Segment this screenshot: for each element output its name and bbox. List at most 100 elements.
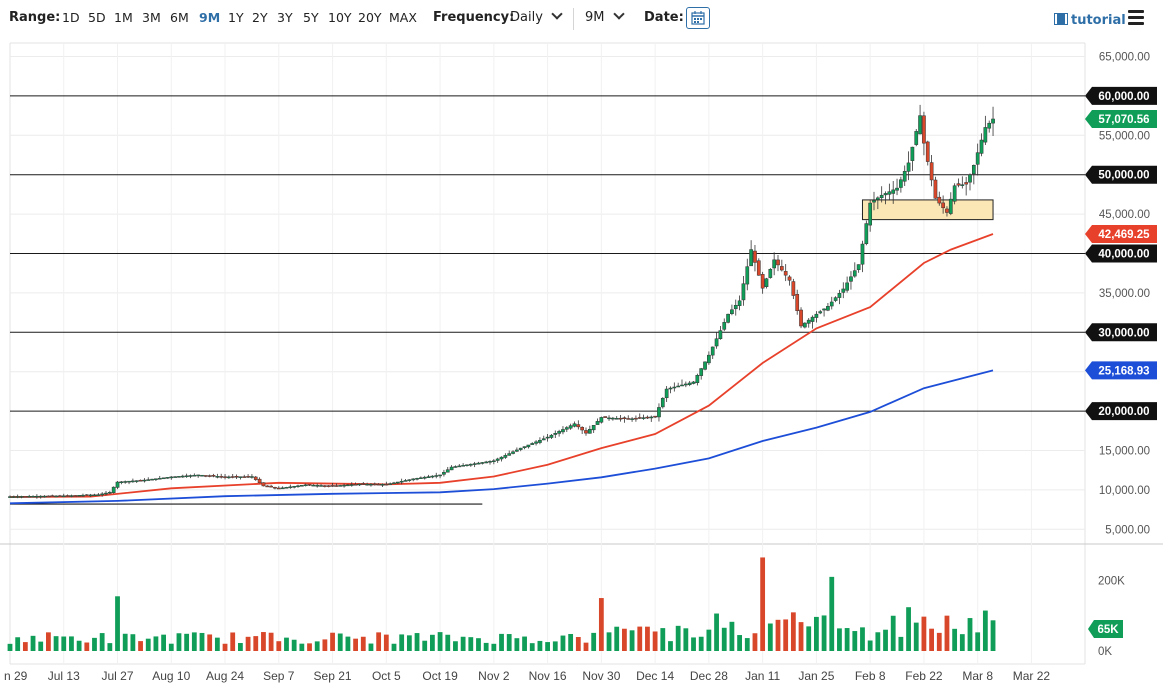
candle-up	[284, 487, 289, 489]
candle-up	[415, 478, 419, 480]
candle-up	[92, 494, 97, 497]
volume-bar-down	[207, 634, 213, 651]
candle-up	[875, 197, 880, 200]
volume-bar-up	[168, 643, 174, 651]
candle-up	[852, 270, 857, 277]
price-tick-label: 35,000.00	[1099, 288, 1150, 300]
frequency-select[interactable]: Daily	[510, 8, 563, 25]
range-button-3y[interactable]: 3Y	[277, 10, 293, 25]
candle-down	[253, 476, 258, 480]
volume-bar-up	[214, 637, 220, 651]
date-picker-button[interactable]	[686, 7, 710, 29]
volume-bar-up	[7, 643, 13, 651]
volume-bar-up	[115, 596, 120, 651]
volume-bar-up	[476, 638, 481, 651]
volume-bar-down	[775, 619, 781, 651]
volume-bar-up	[314, 641, 320, 651]
candle-up	[714, 338, 719, 347]
volume-bar-up	[491, 643, 497, 651]
candlesticks[interactable]	[8, 104, 995, 499]
candle-up	[733, 304, 738, 310]
moving-averages	[9, 233, 994, 505]
candle-up	[814, 313, 819, 318]
volume-badge: 65K	[1097, 624, 1119, 636]
range-button-max[interactable]: MAX	[389, 10, 417, 25]
range-button-6m[interactable]: 6M	[170, 10, 189, 25]
volume-bar-up	[15, 637, 21, 651]
candle-down	[776, 259, 780, 266]
volume-bar-up	[867, 640, 873, 651]
candle-up	[568, 425, 573, 429]
candle-up	[971, 164, 976, 175]
tutorial-link[interactable]: tutorial	[1054, 13, 1126, 28]
volume-bar-up	[990, 620, 996, 651]
range-button-1d[interactable]: 1D	[62, 10, 80, 25]
candle-up	[35, 495, 39, 498]
level-badge-bg	[1085, 165, 1157, 184]
candle-up	[545, 436, 550, 439]
volume-bar-up	[299, 643, 305, 651]
frequency-value: Daily	[510, 10, 543, 25]
candle-down	[334, 485, 339, 487]
range-button-3m[interactable]: 3M	[142, 10, 161, 25]
volume-bar-down	[383, 634, 389, 651]
candle-up	[511, 451, 515, 454]
film-icon	[1054, 13, 1068, 25]
volume-bar-up	[122, 633, 128, 651]
volume-bar-up	[345, 636, 351, 651]
volume-bar-up	[898, 636, 904, 651]
candle-up	[668, 387, 673, 390]
candle-up	[104, 492, 108, 495]
candle-down	[760, 274, 765, 289]
volume-bar-down	[230, 632, 236, 651]
range-button-5y[interactable]: 5Y	[303, 10, 319, 25]
candle-up	[630, 418, 634, 420]
candle-up	[27, 496, 32, 498]
toolbar-divider	[573, 8, 574, 30]
date-tick-label: Oct 19	[422, 669, 458, 683]
range-button-1y[interactable]: 1Y	[228, 10, 244, 25]
candle-up	[726, 313, 730, 323]
volume-bar-up	[483, 642, 489, 651]
level-badge-bg	[1085, 402, 1157, 421]
date-tick-label: n 29	[4, 669, 28, 683]
date-tick-label: Nov 16	[529, 669, 567, 683]
range-button-5d[interactable]: 5D	[88, 10, 106, 25]
candle-up	[864, 223, 869, 245]
range-button-9m[interactable]: 9M	[199, 10, 221, 25]
candle-up	[161, 477, 166, 480]
range-button-1m[interactable]: 1M	[114, 10, 133, 25]
volume-bar-up	[598, 598, 604, 651]
range-button-2y[interactable]: 2Y	[252, 10, 268, 25]
volume-bar-up	[99, 633, 105, 651]
volume-bar-up	[729, 621, 735, 651]
range-button-10y[interactable]: 10Y	[328, 10, 352, 25]
candle-up	[515, 449, 519, 452]
period-select[interactable]: 9M	[585, 8, 625, 25]
ma-slow-badge-bg	[1085, 361, 1157, 380]
candle-up	[534, 441, 538, 444]
date-tick-label: Jan 25	[798, 669, 834, 683]
candle-down	[645, 416, 650, 419]
volume-bar-up	[445, 634, 451, 651]
candle-up	[180, 475, 185, 478]
candle-up	[680, 384, 684, 387]
candle-up	[173, 476, 177, 478]
range-button-20y[interactable]: 20Y	[358, 10, 382, 25]
candle-down	[925, 141, 930, 162]
volume-bar-up	[176, 633, 182, 651]
candle-up	[914, 131, 919, 145]
hamburger-menu-icon[interactable]	[1128, 10, 1144, 25]
candle-up	[822, 308, 826, 311]
candle-up	[845, 282, 849, 291]
candle-up	[672, 386, 677, 389]
candle-down	[242, 476, 247, 478]
level-badge: 40,000.00	[1098, 249, 1149, 261]
candle-up	[142, 479, 147, 482]
volume-bar-up	[706, 629, 712, 651]
candle-down	[756, 260, 761, 276]
volume-bar-up	[629, 630, 635, 651]
ma-fast-badge-bg	[1085, 225, 1157, 244]
volume-bar-up	[406, 635, 412, 651]
